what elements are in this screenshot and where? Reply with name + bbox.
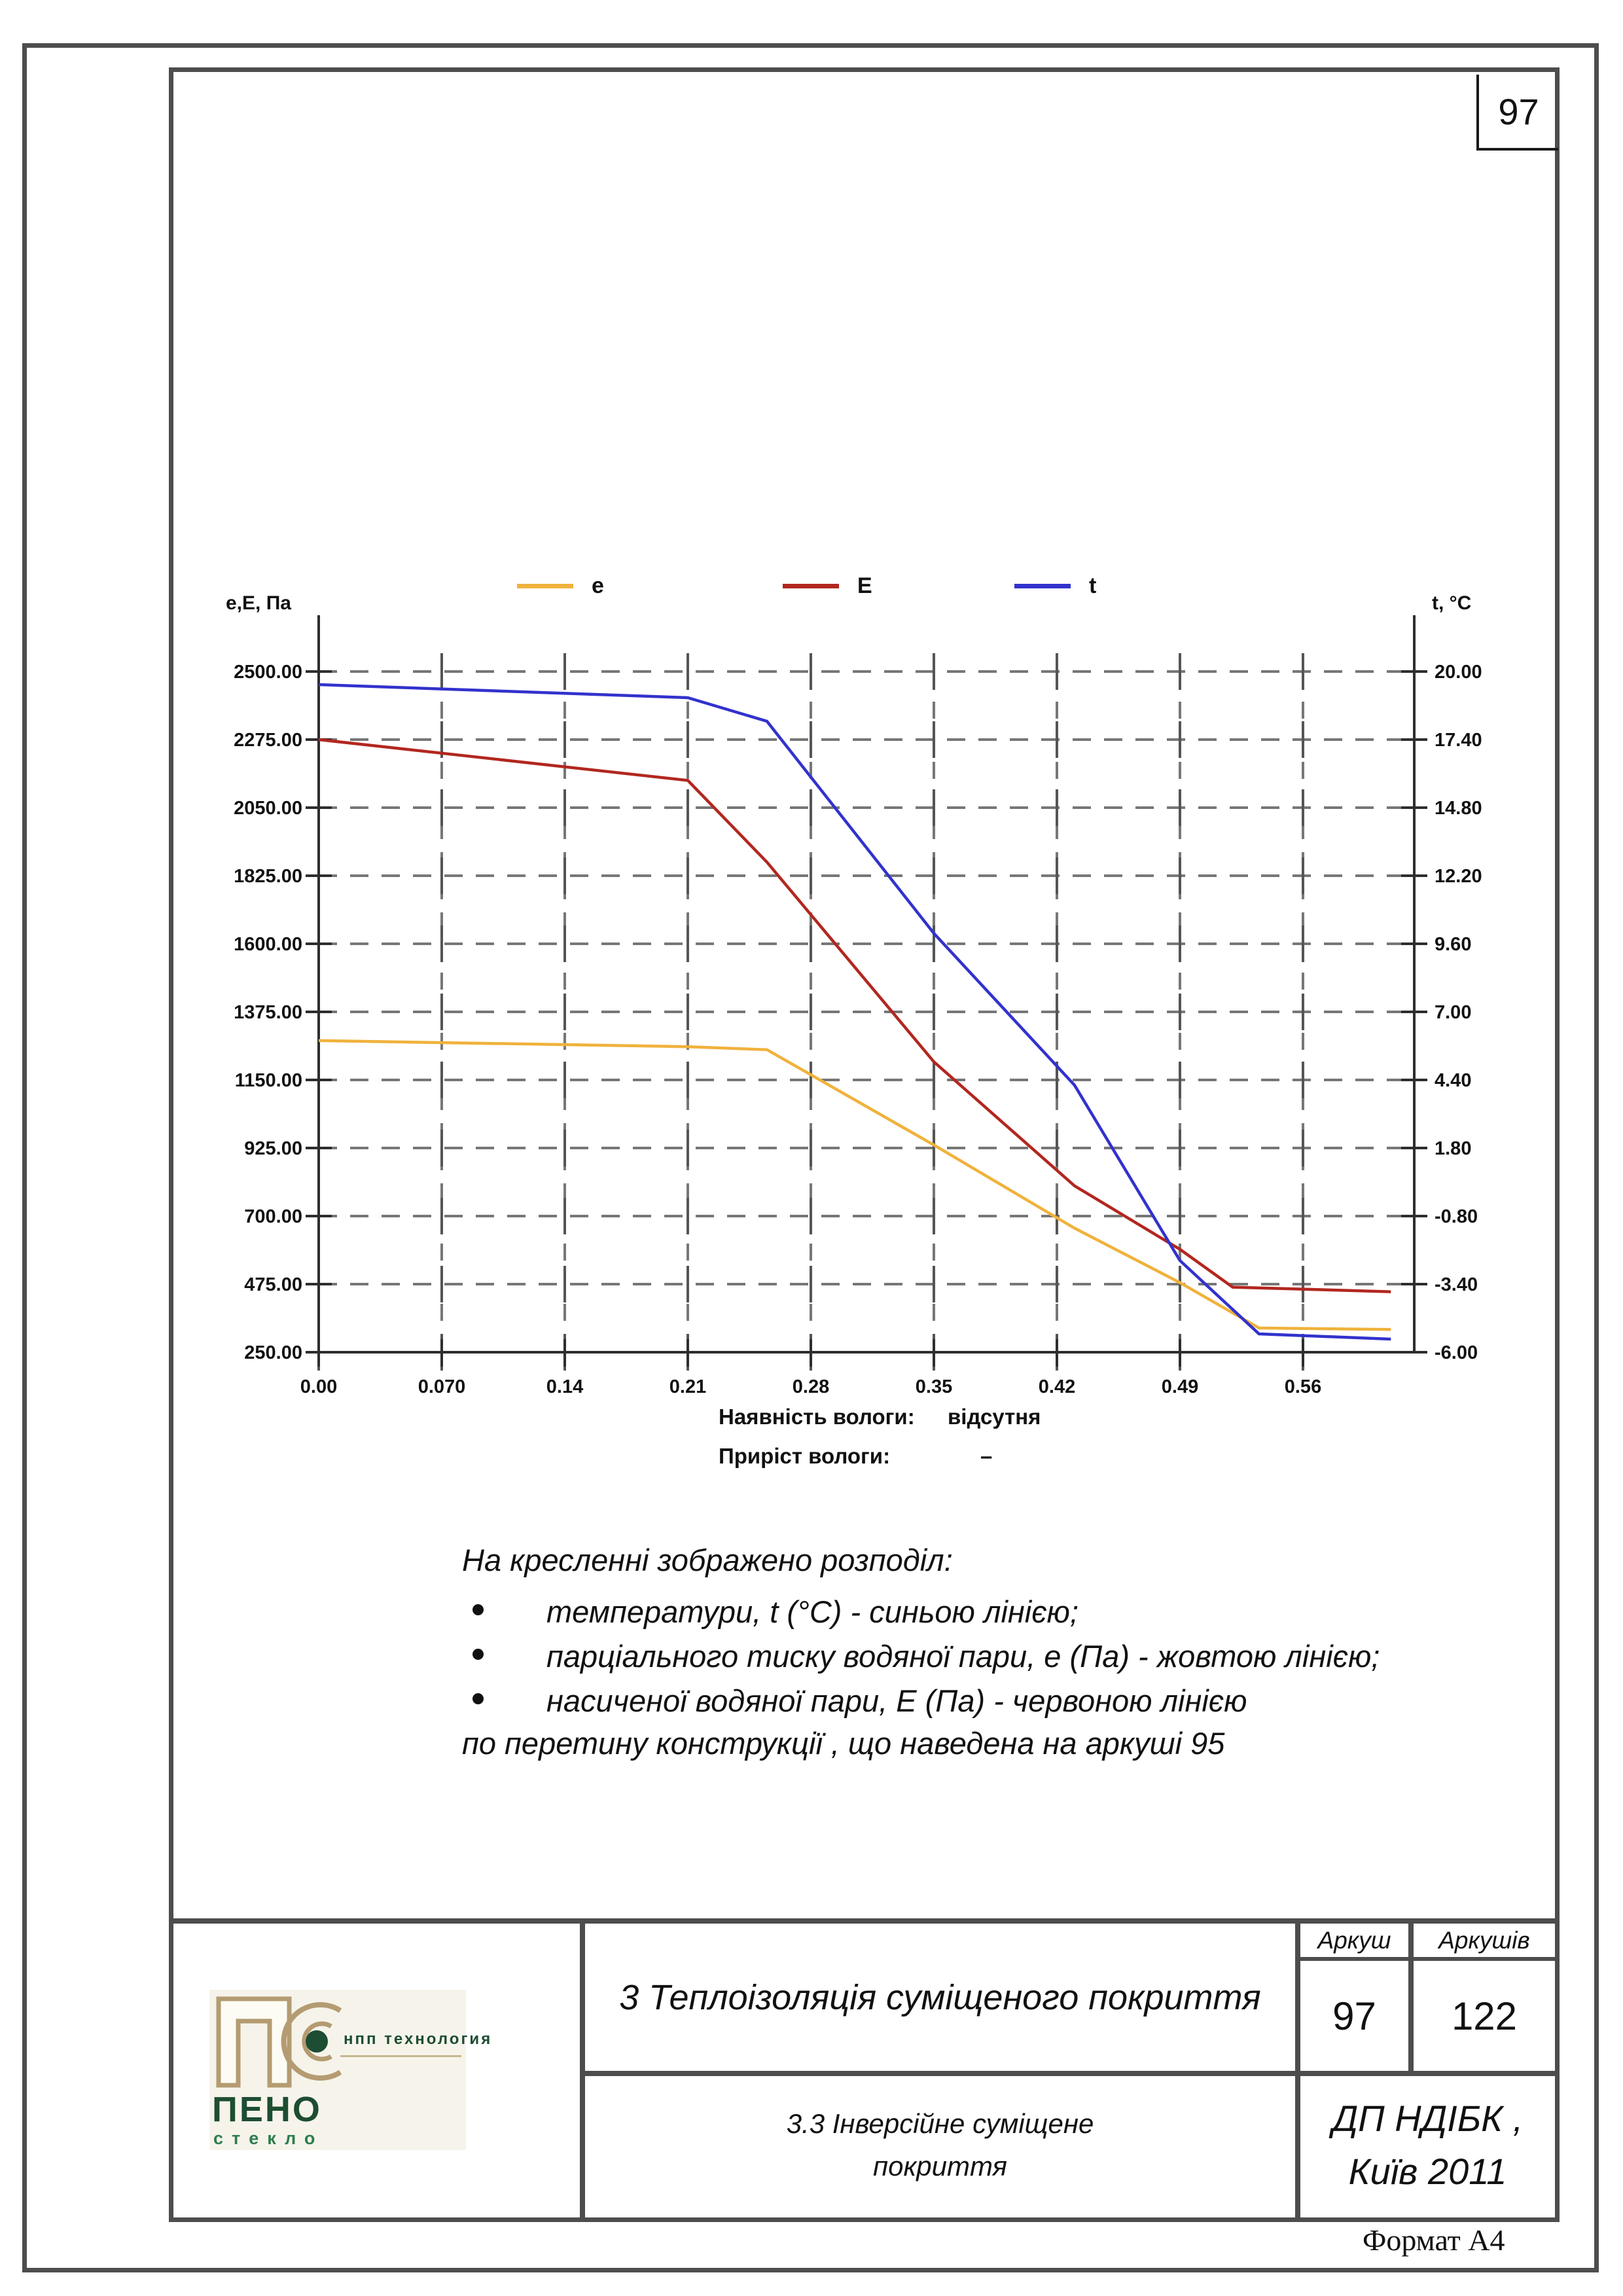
- titleblock-section-title: 3 Теплоізоляція суміщеного покриття: [619, 1977, 1261, 2017]
- right-tick-label: -6.00: [1435, 1342, 1478, 1363]
- x-tick-label: 0.56: [1285, 1376, 1321, 1397]
- titleblock-mid-line: [580, 2071, 1555, 2076]
- left-tick-label: 250.00: [244, 1342, 302, 1363]
- x-tick-label: 0.35: [916, 1376, 952, 1397]
- org-line-1: ДП НДІБК ,: [1332, 2097, 1524, 2139]
- left-tick-label: 1375.00: [234, 1002, 302, 1023]
- x-tick-label: 0.14: [546, 1376, 583, 1397]
- legend-label-e: e: [592, 573, 604, 598]
- right-tick-label: 4.40: [1435, 1070, 1471, 1091]
- legend-label-E: E: [857, 573, 872, 598]
- left-tick-label: 2275.00: [234, 730, 302, 751]
- titleblock-organization: ДП НДІБК , Київ 2011: [1300, 2076, 1555, 2214]
- subsection-line-1: 3.3 Інверсійне суміщене: [786, 2108, 1094, 2139]
- x-tick-label: 0.42: [1039, 1376, 1075, 1397]
- moisture-gain-value: –: [980, 1444, 993, 1468]
- titleblock-vline-logo: [580, 1918, 585, 2217]
- x-tick-label: 0.28: [793, 1376, 829, 1397]
- subsection-line-2: покриття: [873, 2151, 1007, 2181]
- titleblock-sheet-header: Аркуш: [1317, 1926, 1391, 1954]
- legend-swatch-e: [517, 583, 573, 588]
- left-tick-label: 1150.00: [235, 1070, 302, 1091]
- left-tick-label: 2500.00: [234, 662, 302, 683]
- titleblock-vline-sheets2: [1408, 1918, 1414, 2075]
- right-tick-label: 14.80: [1435, 798, 1482, 819]
- org-line-2: Київ 2011: [1348, 2151, 1507, 2192]
- titleblock-sheet-number: 97: [1332, 1994, 1376, 2038]
- bullet-icon: [473, 1693, 484, 1704]
- moisture-row-2: Приріст вологи: –: [719, 1444, 1041, 1469]
- logo-npp-text: нпп технология: [344, 2030, 493, 2048]
- legend-item-e: e: [517, 575, 604, 597]
- moisture-presence-value: відсутня: [948, 1405, 1041, 1429]
- legend-label-t: t: [1089, 573, 1097, 598]
- right-tick-label: 9.60: [1435, 934, 1471, 955]
- left-tick-label: 2050.00: [234, 798, 302, 819]
- x-tick-label: 0.070: [418, 1376, 466, 1397]
- titleblock-top-line: [171, 1918, 1555, 1924]
- right-tick-label: 12.20: [1435, 866, 1482, 887]
- legend-item-t: t: [1014, 575, 1096, 597]
- legend-item-E: E: [783, 575, 872, 597]
- right-tick-label: 7.00: [1435, 1002, 1471, 1023]
- legend-swatch-E: [783, 583, 839, 588]
- outer-page-border: [22, 43, 1599, 2272]
- bullet-item-3: насиченої водяної пари, Е (Па) - червоно…: [462, 1683, 1509, 1719]
- bullet-item-2: парціального тиску водяної пари, е (Па) …: [462, 1638, 1509, 1674]
- right-tick-label: 1.80: [1435, 1138, 1471, 1159]
- moisture-row-1: Наявність вологи: відсутня: [719, 1405, 1041, 1429]
- bullet-text-3: насиченої водяної пари, Е (Па) - червоно…: [546, 1683, 1247, 1718]
- series-line-E: [318, 738, 1391, 1293]
- x-tick-label: 0.00: [300, 1376, 337, 1397]
- content-frame: [169, 67, 1560, 2222]
- bullet-item-1: температури, t (°С) - синьою лінією;: [462, 1594, 1509, 1630]
- legend-swatch-t: [1014, 583, 1071, 588]
- right-tick-label: -0.80: [1435, 1206, 1478, 1227]
- page-number: 97: [1498, 90, 1539, 132]
- left-tick-label: 1825.00: [234, 866, 302, 887]
- moisture-gain-label: Приріст вологи:: [719, 1444, 891, 1468]
- left-tick-label: 1600.00: [234, 934, 302, 955]
- logo-underline: [340, 2055, 461, 2057]
- bullet-icon: [473, 1604, 484, 1615]
- logo-peno-text: ПЕНО: [212, 2090, 322, 2129]
- left-tick-label: 700.00: [244, 1206, 302, 1227]
- right-tick-label: 20.00: [1435, 662, 1482, 683]
- bullet-text-1: температури, t (°С) - синьою лінією;: [546, 1594, 1079, 1629]
- right-tick-label: 17.40: [1435, 730, 1482, 751]
- titleblock-sheets-total: 122: [1451, 1994, 1518, 2038]
- titleblock-header-line: [1298, 1957, 1555, 1961]
- company-logo: нпп технология ПЕНО стекло: [209, 1990, 490, 2150]
- series-line-t: [318, 683, 1391, 1341]
- bullet-icon: [473, 1649, 484, 1660]
- logo-monogram-icon: [216, 1996, 342, 2088]
- description-intro: На кресленні зображено розподіл:: [462, 1543, 953, 1577]
- left-tick-label: 475.00: [244, 1274, 302, 1295]
- titleblock-vline-sheets: [1295, 1918, 1300, 2217]
- x-tick-label: 0.21: [669, 1376, 706, 1397]
- format-label: Формат А4: [1363, 2223, 1505, 2257]
- bullet-text-2: парціального тиску водяної пари, е (Па) …: [546, 1639, 1380, 1674]
- logo-steklo-text: стекло: [213, 2128, 324, 2148]
- x-tick-label: 0.49: [1162, 1376, 1198, 1397]
- description-outro: по перетину конструкції , що наведена на…: [462, 1726, 1225, 1761]
- left-axis-title: е,Е, Па: [226, 592, 291, 614]
- titleblock-subsection: 3.3 Інверсійне суміщене покриття: [585, 2076, 1295, 2214]
- right-axis-title: t, °С: [1432, 592, 1472, 614]
- right-tick-label: -3.40: [1435, 1274, 1478, 1295]
- moisture-presence-label: Наявність вологи:: [719, 1405, 915, 1429]
- left-tick-label: 925.00: [244, 1138, 302, 1159]
- titleblock-sheets-header: Аркушів: [1438, 1926, 1530, 1954]
- page-number-box: 97: [1476, 75, 1558, 151]
- moisture-block: Наявність вологи: відсутня Приріст волог…: [719, 1405, 1041, 1469]
